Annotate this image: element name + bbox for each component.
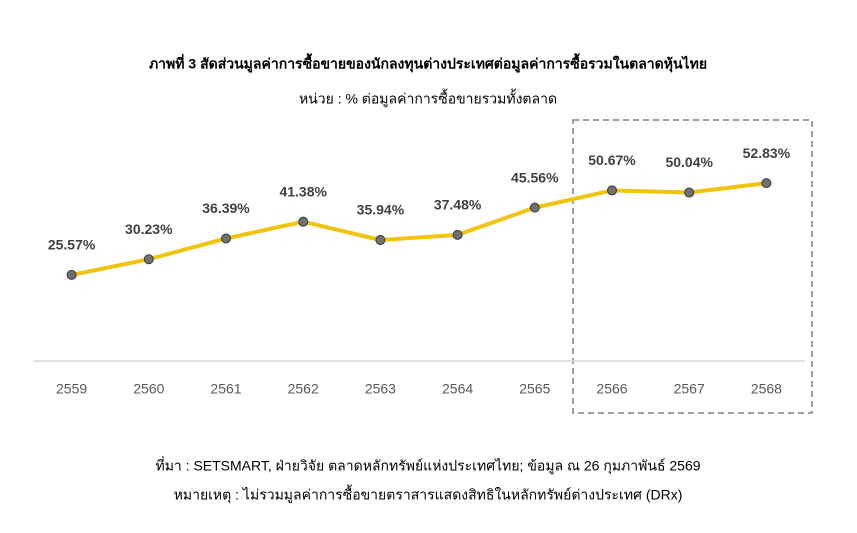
footnote: หมายเหตุ : ไม่รวมมูลค่าการซื้อขายตราสารแ… xyxy=(174,485,683,504)
data-label: 37.48% xyxy=(434,197,482,213)
line xyxy=(71,181,767,277)
x-tick-label: 2564 xyxy=(442,381,473,397)
data-label: 35.94% xyxy=(357,202,405,218)
marker xyxy=(452,229,463,240)
x-tick-label: 2559 xyxy=(56,381,87,397)
x-tick-label: 2566 xyxy=(596,381,627,397)
marker xyxy=(375,235,386,246)
data-label: 52.83% xyxy=(743,145,791,161)
data-label: 30.23% xyxy=(125,221,173,237)
chart-title: ภาพที่ 3 สัดส่วนมูลค่าการซื้อขายของนักลง… xyxy=(149,53,707,73)
data-label: 50.67% xyxy=(588,152,636,168)
marker xyxy=(298,216,309,227)
marker xyxy=(607,185,617,196)
marker xyxy=(66,269,77,280)
source-note: ที่มา : SETSMART, ฝ่ายวิจัย ตลาดหลักทรัพ… xyxy=(155,457,700,475)
chart-subtitle: หน่วย : % ต่อมูลค่าการซื้อขายรวมทั้งตลาด xyxy=(299,89,557,108)
x-tick-label: 2563 xyxy=(365,381,396,397)
data-label: 36.39% xyxy=(202,200,250,216)
marker xyxy=(761,178,772,189)
x-tick-label: 2562 xyxy=(288,381,319,397)
data-label: 25.57% xyxy=(48,237,96,253)
marker xyxy=(529,202,540,213)
data-label: 45.56% xyxy=(511,169,559,185)
x-tick-label: 2560 xyxy=(133,381,164,397)
data-label: 50.04% xyxy=(665,154,713,170)
data-label: 41.38% xyxy=(279,183,327,199)
highlight-box xyxy=(572,119,813,414)
x-tick-label: 2567 xyxy=(674,381,705,397)
x-tick-label: 2565 xyxy=(519,381,550,397)
x-tick-label: 2568 xyxy=(751,381,782,397)
marker xyxy=(221,233,231,244)
marker xyxy=(143,254,154,265)
x-tick-label: 2561 xyxy=(210,381,241,397)
marker xyxy=(684,187,695,198)
